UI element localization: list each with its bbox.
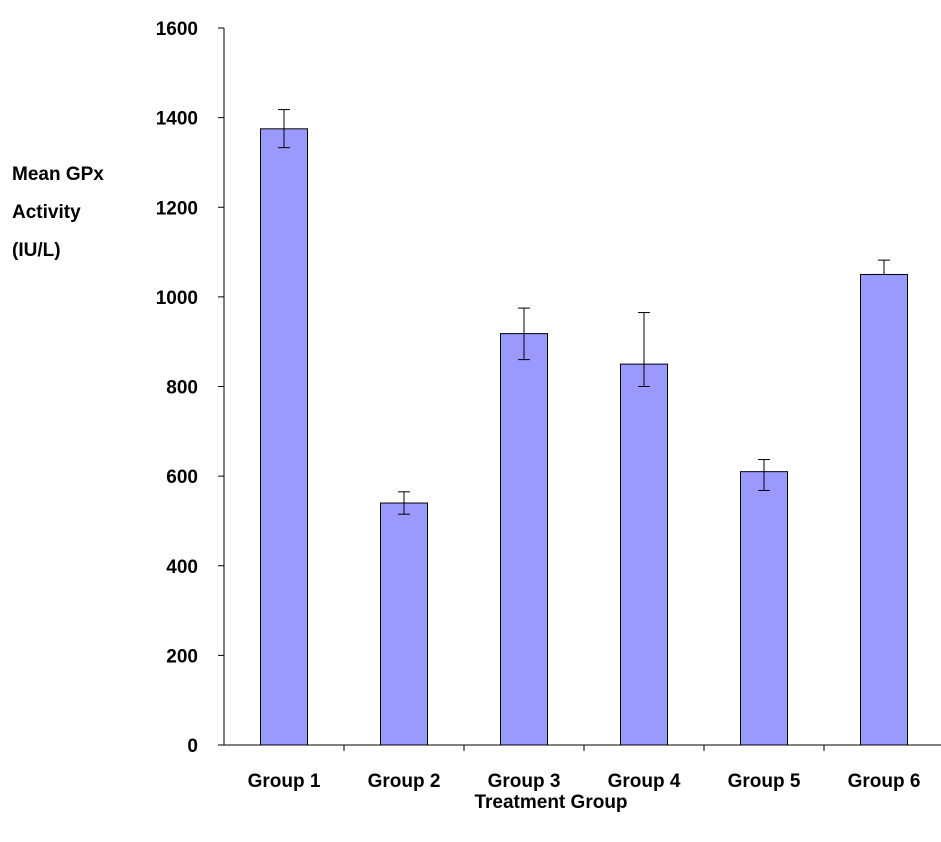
axes-group: [223, 28, 941, 746]
bar-group-5: [740, 471, 788, 746]
error-bars-group: [278, 109, 890, 515]
x-tick-label: Group 6: [848, 771, 921, 792]
bar-group-4: [620, 363, 668, 746]
x-tick-label: Group 5: [728, 771, 801, 792]
y-tick-label: 800: [166, 378, 198, 399]
bar-group-6: [860, 273, 908, 746]
x-tick-label: Group 2: [368, 771, 441, 792]
y-tick-label: 1400: [156, 109, 198, 130]
y-axis-label-line-3: (IU/L): [12, 240, 61, 261]
y-tick-label: 1000: [156, 288, 198, 309]
y-ticks-group: 0 200 400 600 800 1000 1200 1400 1600: [156, 19, 224, 757]
y-axis-label-line-1: Mean GPx: [12, 164, 104, 185]
y-tick-label: 1600: [156, 19, 198, 40]
y-tick-label: 400: [166, 557, 198, 578]
y-tick-label: 600: [166, 467, 198, 488]
x-axis-title: Treatment Group: [474, 792, 627, 813]
bar-group-1: [260, 128, 308, 746]
y-axis-label-line-2: Activity: [12, 202, 81, 223]
y-tick-label: 200: [166, 646, 198, 667]
bar-group-2: [380, 502, 428, 746]
x-ticks-group: Group 1 Group 2 Group 3 Group 4 Group 5 Group…: [248, 745, 921, 792]
y-tick-label: 1200: [156, 198, 198, 219]
x-tick-label: Group 1: [248, 771, 321, 792]
bars-group: [260, 128, 908, 746]
x-tick-label: Group 3: [488, 771, 561, 792]
x-tick-label: Group 4: [608, 771, 681, 792]
bar-group-3: [500, 333, 548, 746]
y-tick-label: 0: [187, 736, 198, 757]
